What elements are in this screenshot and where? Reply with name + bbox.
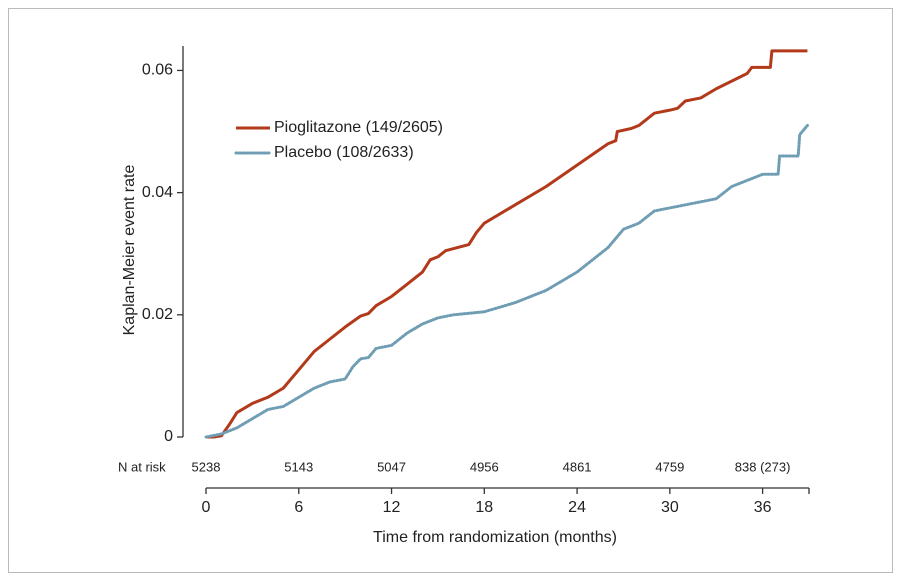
risk-value: 5047 [377, 459, 406, 474]
y-tick-label: 0.02 [142, 306, 173, 323]
y-axis-label: Kaplan-Meier event rate [121, 165, 138, 336]
x-tick-label: 6 [294, 499, 303, 516]
risk-value: 5238 [192, 459, 221, 474]
x-tick-label: 36 [754, 499, 772, 516]
risk-value: 838 (273) [735, 459, 791, 474]
series-line [206, 49, 808, 439]
legend-label: Pioglitazone (149/2605) [274, 119, 443, 136]
risk-value: 4759 [655, 459, 684, 474]
x-tick-label: 12 [383, 499, 401, 516]
frame [8, 8, 893, 573]
series-line [204, 123, 809, 439]
y-tick-label: 0 [164, 428, 173, 445]
y-tick-label: 0.04 [142, 184, 173, 201]
risk-label: N at risk [118, 459, 166, 474]
x-tick-label: 18 [475, 499, 493, 516]
x-tick-label: 0 [202, 499, 211, 516]
x-axis-label: Time from randomization (months) [373, 529, 617, 546]
legend-label: Placebo (108/2633) [274, 144, 414, 161]
x-tick-label: 24 [568, 499, 586, 516]
risk-value: 4956 [470, 459, 499, 474]
y-tick-label: 0.06 [142, 62, 173, 79]
risk-value: 5143 [284, 459, 313, 474]
x-tick-label: 30 [661, 499, 679, 516]
risk-value: 4861 [563, 459, 592, 474]
